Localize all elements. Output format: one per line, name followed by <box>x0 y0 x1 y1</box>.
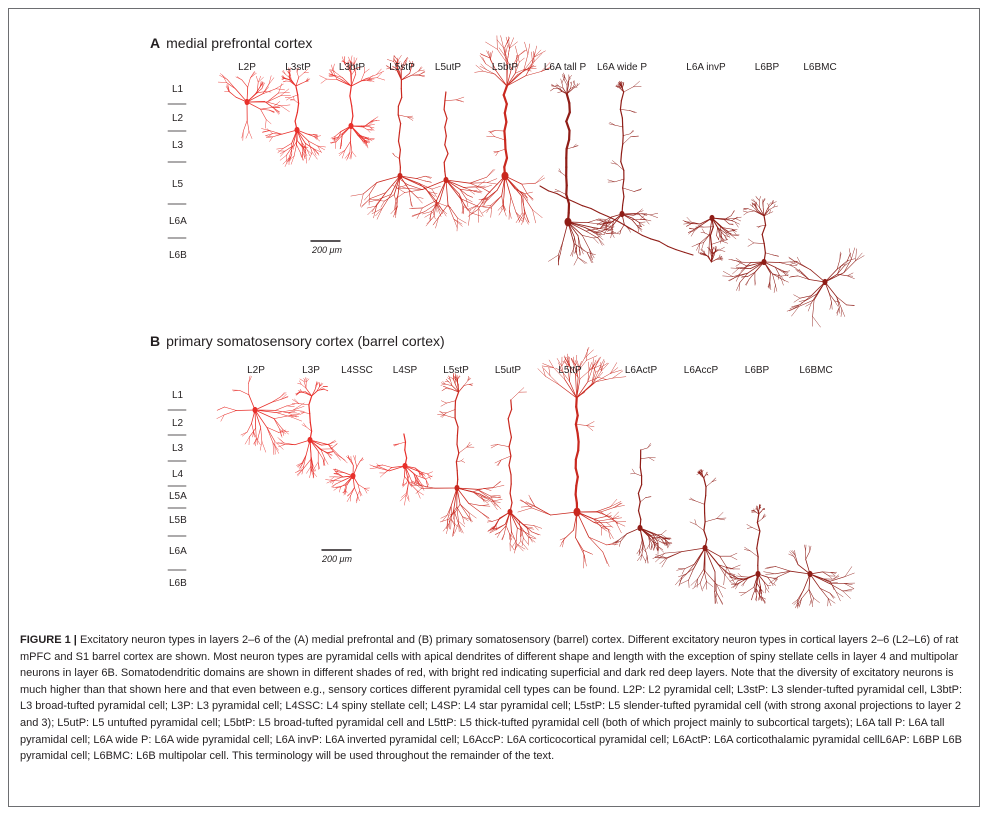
panel-b-l6accp-neuron <box>652 468 741 605</box>
panel-b-layer-label: L6A <box>169 546 187 557</box>
panel-b-layer-label: L1 <box>172 390 184 401</box>
panel-a-l3stp-neuron <box>261 67 326 167</box>
panel-a-cell-label: L6A wide P <box>596 62 648 73</box>
panel-b-l5stp-neuron <box>410 372 505 537</box>
panel-a-cell-label: L5btP <box>491 62 519 73</box>
panel-a-cell-label: L5utP <box>434 62 462 73</box>
panel-b-cell-label: L3P <box>302 365 320 376</box>
soma <box>564 217 572 227</box>
panel-a-l3btp-neuron <box>319 55 386 161</box>
panel-a-l5btp-neuron <box>467 35 552 225</box>
soma <box>348 122 354 130</box>
panel-a-cell-label: L3stP <box>285 62 311 73</box>
panel-b-cell-label: L5utP <box>494 365 522 376</box>
panel-b-layer-label: L5B <box>169 515 187 526</box>
soma <box>822 278 828 286</box>
panel-b-l3p-neuron <box>276 377 348 479</box>
panel-a-cell-label: L5stP <box>389 62 415 73</box>
panel-b-l4sp-neuron <box>369 433 433 506</box>
panel-b-l5ttp-neuron <box>517 346 627 569</box>
panel-b-title-text: primary somatosensory cortex (barrel cor… <box>166 333 445 349</box>
figure-caption: FIGURE 1 | Excitatory neuron types in la… <box>20 632 964 765</box>
panel-b-scale-label: 200 μm <box>322 554 352 564</box>
panel-b-cell-label: L6BMC <box>799 365 833 376</box>
panel-b-l4ssc-neuron <box>325 455 370 504</box>
panel-a-layer-label: L6B <box>169 250 187 261</box>
panel-b-cell-label: L4SP <box>392 365 418 376</box>
panel-b-cell-label: L4SSC <box>341 365 373 376</box>
panel-b-cell-label: L6AccP <box>683 365 719 376</box>
panel-a-l6a-tall-p-neuron <box>548 72 619 266</box>
panel-a-letter: A <box>150 35 161 51</box>
soma <box>252 406 258 414</box>
soma <box>397 172 403 180</box>
panel-a-l6bmc-neuron <box>786 247 865 328</box>
panel-b-l6actp-neuron <box>612 443 673 564</box>
figure-frame <box>8 8 980 807</box>
panel-b-layer-label: L6B <box>169 578 187 589</box>
soma <box>761 258 767 266</box>
soma <box>807 570 813 578</box>
panel-a-cell-label: L6A tall P <box>543 62 587 73</box>
panel-a-cell-label: L6BMC <box>803 62 837 73</box>
panel-a-layer-label: L6A <box>169 216 187 227</box>
panel-a-l6a-wide-p-neuron <box>539 80 694 256</box>
panel-a-l5utp-neuron <box>392 91 498 232</box>
soma <box>573 507 581 517</box>
soma <box>294 126 300 134</box>
soma <box>454 484 460 492</box>
panel-a-l2p-neuron <box>217 71 291 141</box>
panel-b-l2p-neuron <box>216 375 305 455</box>
soma <box>443 176 449 184</box>
panel-b-cell-label: L5ttP <box>558 365 582 376</box>
panel-a-cell-label: L6BP <box>754 62 780 73</box>
panel-b-l6bp-neuron <box>729 503 778 604</box>
panel-a-l6bp-neuron <box>722 195 798 293</box>
panel-b-cell-label: L6ActP <box>624 365 658 376</box>
panel-b-l5utp-neuron <box>486 387 543 554</box>
panel-a-l6a-invp-neuron <box>682 210 742 263</box>
soma <box>755 570 761 578</box>
panel-a-cell-label: L2P <box>238 62 256 73</box>
soma <box>307 436 313 444</box>
neuron-figure <box>167 35 865 609</box>
soma <box>709 214 715 222</box>
panel-a-cell-label: L6A invP <box>686 62 726 73</box>
panel-b-layer-label: L5A <box>169 491 187 502</box>
panel-b-layer-label: L3 <box>172 443 184 454</box>
soma <box>244 98 250 106</box>
panel-a-layer-label: L1 <box>172 84 184 95</box>
panel-a-scale-label: 200 μm <box>312 245 342 255</box>
panel-a-title-text: medial prefrontal cortex <box>166 35 313 51</box>
figure-number: FIGURE 1 | <box>20 634 77 646</box>
soma <box>501 171 509 181</box>
panel-a-layer-label: L5 <box>172 179 184 190</box>
soma <box>507 508 513 516</box>
panel-a-l5stp-neuron <box>350 54 451 220</box>
panel-b-layer-label: L4 <box>172 469 184 480</box>
panel-a-layer-label: L3 <box>172 140 184 151</box>
panel-a-layer-label: L2 <box>172 113 184 124</box>
panel-b-layer-label: L2 <box>172 418 184 429</box>
soma <box>619 210 625 218</box>
soma <box>637 524 643 532</box>
panel-b-letter: B <box>150 333 161 349</box>
panel-a-cell-label: L3btP <box>338 62 366 73</box>
soma <box>402 462 408 470</box>
panel-b-cell-label: L6BP <box>744 365 770 376</box>
caption-text: Excitatory neuron types in layers 2–6 of… <box>20 634 963 763</box>
soma <box>350 472 356 480</box>
panel-b-cell-label: L5stP <box>443 365 469 376</box>
panel-b-cell-label: L2P <box>247 365 265 376</box>
soma <box>702 544 708 552</box>
panel-b-l6bmc-neuron <box>763 544 855 609</box>
